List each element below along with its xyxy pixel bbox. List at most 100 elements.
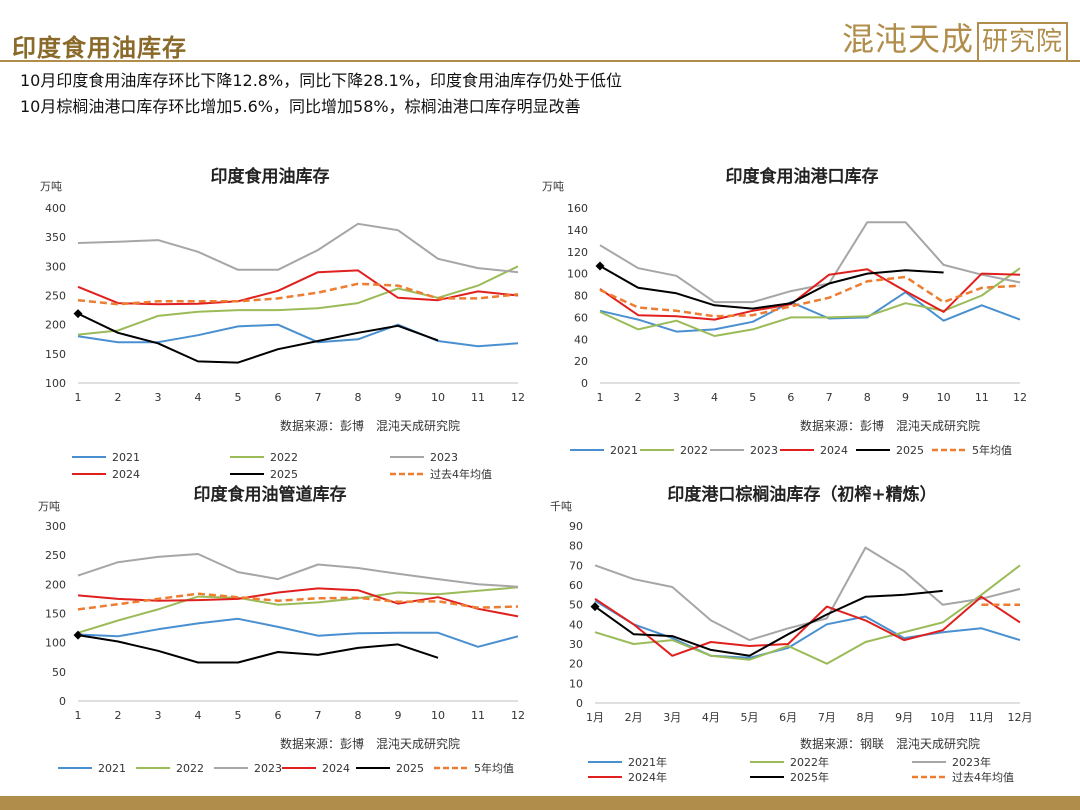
- series-line-2024年: [594, 595, 1021, 657]
- legend-label: 2023: [750, 444, 778, 457]
- x-tick-label: 6: [275, 391, 282, 404]
- series-line-2021年: [594, 599, 1021, 659]
- y-tick-label: 0: [59, 695, 66, 708]
- y-tick-label: 0: [581, 377, 588, 390]
- logo-box-text: 研究院: [977, 21, 1069, 62]
- x-tick-label: 10月: [930, 711, 955, 724]
- data-source: 数据来源：彭博 混沌天成研究院: [800, 418, 980, 433]
- legend-label: 2025: [270, 468, 298, 480]
- x-tick-label: 2: [635, 391, 642, 404]
- legend-label: 2024: [322, 762, 350, 775]
- y-tick-label: 200: [45, 578, 66, 591]
- header-divider: [0, 60, 1080, 62]
- y-unit-label: 万吨: [38, 500, 60, 513]
- y-tick-label: 400: [45, 202, 66, 215]
- legend-label: 5年均值: [972, 443, 1012, 457]
- series-line-2023: [77, 553, 519, 588]
- x-tick-label: 9: [395, 391, 402, 404]
- page-title: 印度食用油库存: [12, 34, 187, 62]
- brand-logo: 混沌天成 研究院: [842, 14, 1069, 62]
- y-tick-label: 350: [45, 231, 66, 244]
- legend-label: 5年均值: [474, 761, 514, 775]
- y-unit-label: 万吨: [542, 180, 564, 193]
- y-tick-label: 160: [567, 202, 588, 215]
- y-tick-label: 60: [569, 579, 583, 592]
- series-line-2022: [77, 265, 519, 336]
- x-tick-label: 11: [471, 709, 485, 722]
- logo-text: 混沌天成: [842, 20, 975, 58]
- x-tick-label: 2: [115, 391, 122, 404]
- legend-label: 2022: [176, 762, 204, 775]
- x-tick-label: 10: [431, 391, 445, 404]
- series-line-2025: [599, 265, 944, 310]
- y-tick-label: 150: [45, 348, 66, 361]
- legend-label: 2022年: [790, 755, 829, 769]
- y-tick-label: 100: [45, 637, 66, 650]
- x-tick-label: 9: [395, 709, 402, 722]
- x-tick-label: 7月: [818, 711, 836, 724]
- chart-title: 印度食用油管道库存: [194, 484, 347, 505]
- y-tick-label: 40: [574, 333, 588, 346]
- chart-title: 印度食用油港口库存: [726, 166, 879, 187]
- x-tick-label: 1: [597, 391, 604, 404]
- y-tick-label: 100: [45, 377, 66, 390]
- x-tick-label: 11: [471, 391, 485, 404]
- series-line-2025: [77, 312, 439, 364]
- x-tick-label: 12: [511, 391, 525, 404]
- legend-label: 2024年: [628, 770, 667, 784]
- x-tick-label: 5月: [741, 711, 759, 724]
- x-tick-label: 5: [235, 709, 242, 722]
- series-line-2022: [599, 267, 1021, 337]
- series-line-2023: [77, 222, 519, 274]
- series-line-2024: [77, 587, 519, 618]
- data-source: 数据来源：彭博 混沌天成研究院: [280, 418, 460, 433]
- x-tick-label: 10: [431, 709, 445, 722]
- series-line-5年均值: [599, 275, 1021, 318]
- legend-label: 2021: [98, 762, 126, 775]
- y-tick-label: 20: [569, 658, 583, 671]
- x-tick-label: 2: [115, 709, 122, 722]
- x-tick-label: 8: [864, 391, 871, 404]
- x-tick-label: 6: [787, 391, 794, 404]
- y-tick-label: 250: [45, 549, 66, 562]
- y-tick-label: 60: [574, 311, 588, 324]
- y-unit-label: 万吨: [40, 180, 62, 193]
- series-start-marker: [595, 261, 605, 271]
- y-tick-label: 150: [45, 608, 66, 621]
- series-line-5年均值: [77, 592, 519, 611]
- y-tick-label: 0: [576, 697, 583, 710]
- y-tick-label: 50: [569, 599, 583, 612]
- x-tick-label: 7: [826, 391, 833, 404]
- legend-label: 2023年: [952, 755, 991, 769]
- y-tick-label: 80: [574, 290, 588, 303]
- summary-line-2: 10月棕榈油港口库存环比增加5.6%，同比增加58%，棕榈油港口库存明显改善: [20, 97, 581, 116]
- x-tick-label: 7: [315, 391, 322, 404]
- legend-label: 2025: [396, 762, 424, 775]
- y-tick-label: 50: [52, 666, 66, 679]
- y-tick-label: 90: [569, 520, 583, 533]
- legend-label: 2024: [112, 468, 140, 480]
- y-tick-label: 80: [569, 540, 583, 553]
- series-line-2025年: [594, 589, 943, 657]
- x-tick-label: 8: [355, 391, 362, 404]
- y-tick-label: 70: [569, 559, 583, 572]
- chart-title: 印度食用油库存: [211, 166, 330, 187]
- y-tick-label: 300: [45, 520, 66, 533]
- legend-label: 2021: [610, 444, 638, 457]
- chart-india-port-palm-oil: 印度港口棕榈油库存（初榨+精炼） 千吨 0 10 20 30 40 50 60 70 80 90 1月 2…: [550, 484, 1033, 784]
- legend-label: 2024: [820, 444, 848, 457]
- series-start-marker: [73, 309, 83, 319]
- x-tick-label: 1: [75, 709, 82, 722]
- x-tick-label: 12: [511, 709, 525, 722]
- x-tick-label: 4: [195, 709, 202, 722]
- legend-label: 2021年: [628, 755, 667, 769]
- x-tick-label: 4: [711, 391, 718, 404]
- legend-label: 2023: [254, 762, 282, 775]
- y-tick-label: 10: [569, 677, 583, 690]
- x-tick-label: 8月: [856, 711, 874, 724]
- y-tick-label: 250: [45, 290, 66, 303]
- x-tick-label: 3月: [663, 711, 681, 724]
- x-tick-label: 4: [195, 391, 202, 404]
